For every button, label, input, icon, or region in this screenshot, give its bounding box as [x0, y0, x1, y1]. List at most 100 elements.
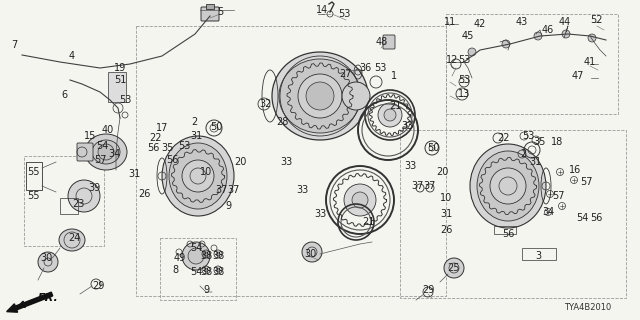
Text: 41: 41	[584, 57, 596, 67]
Text: 2: 2	[520, 149, 526, 159]
Text: 22: 22	[498, 133, 510, 143]
Text: 31: 31	[128, 169, 140, 179]
Bar	[136, 26, 446, 296]
FancyBboxPatch shape	[108, 72, 126, 102]
Text: 4: 4	[69, 51, 75, 61]
Text: 5: 5	[217, 7, 223, 17]
FancyBboxPatch shape	[206, 4, 214, 9]
Text: 2: 2	[191, 117, 197, 127]
Text: 20: 20	[436, 167, 448, 177]
Text: 53: 53	[458, 75, 470, 85]
FancyArrow shape	[6, 292, 52, 312]
Text: 39: 39	[88, 183, 100, 193]
Text: 42: 42	[474, 19, 486, 29]
Ellipse shape	[169, 143, 227, 209]
Text: 56: 56	[502, 229, 514, 239]
Circle shape	[384, 109, 396, 121]
Text: 45: 45	[462, 31, 474, 41]
Text: 50: 50	[210, 122, 222, 132]
Text: 56: 56	[590, 213, 602, 223]
Text: 21: 21	[362, 217, 374, 227]
Ellipse shape	[342, 82, 370, 110]
Text: 28: 28	[276, 117, 288, 127]
Circle shape	[204, 268, 208, 272]
Text: 33: 33	[280, 157, 292, 167]
Text: 13: 13	[458, 89, 470, 99]
Text: 11: 11	[444, 17, 456, 27]
Text: 54: 54	[576, 213, 588, 223]
Bar	[494, 226, 516, 234]
Bar	[522, 248, 556, 260]
Text: 7: 7	[11, 40, 17, 50]
Text: 21: 21	[389, 101, 401, 111]
Text: 57: 57	[580, 177, 592, 187]
Ellipse shape	[92, 140, 120, 164]
Text: 6: 6	[61, 90, 67, 100]
Circle shape	[378, 103, 402, 127]
Bar	[26, 162, 42, 190]
Text: 27: 27	[339, 69, 351, 79]
Text: 33: 33	[401, 121, 413, 131]
Circle shape	[588, 34, 596, 42]
Circle shape	[188, 248, 204, 264]
FancyBboxPatch shape	[383, 35, 395, 49]
Text: TYA4B2010: TYA4B2010	[564, 303, 611, 313]
Circle shape	[298, 74, 342, 118]
Text: 23: 23	[72, 199, 84, 209]
Ellipse shape	[59, 229, 85, 251]
Text: 38: 38	[212, 251, 224, 261]
Text: 34: 34	[108, 149, 120, 159]
Text: 3: 3	[535, 251, 541, 261]
Text: 37: 37	[412, 181, 424, 191]
Text: 17: 17	[156, 123, 168, 133]
Circle shape	[216, 252, 220, 256]
Text: 37: 37	[228, 185, 240, 195]
Text: 15: 15	[84, 131, 96, 141]
Text: 38: 38	[212, 267, 224, 277]
Circle shape	[98, 144, 114, 160]
Text: 31: 31	[440, 209, 452, 219]
Text: 14: 14	[316, 5, 328, 15]
Text: 44: 44	[559, 17, 571, 27]
Circle shape	[306, 82, 334, 110]
Text: 53: 53	[178, 141, 190, 151]
Text: 38: 38	[200, 251, 212, 261]
Text: 12: 12	[446, 55, 458, 65]
FancyBboxPatch shape	[201, 7, 219, 21]
Text: 43: 43	[516, 17, 528, 27]
Text: 31: 31	[190, 131, 202, 141]
Circle shape	[216, 268, 220, 272]
Ellipse shape	[85, 134, 127, 170]
Text: 47: 47	[572, 71, 584, 81]
Ellipse shape	[470, 144, 546, 228]
Ellipse shape	[272, 52, 368, 140]
Text: 56: 56	[166, 155, 178, 165]
Text: 33: 33	[404, 161, 416, 171]
Text: 9: 9	[203, 285, 209, 295]
Text: 54: 54	[190, 243, 202, 253]
Text: 53: 53	[119, 95, 131, 105]
Text: 56: 56	[147, 143, 159, 153]
Text: 57: 57	[552, 191, 564, 201]
Circle shape	[444, 258, 464, 278]
Text: 55: 55	[27, 167, 39, 177]
Ellipse shape	[477, 151, 539, 221]
Ellipse shape	[162, 136, 234, 216]
FancyBboxPatch shape	[77, 143, 93, 161]
Bar	[160, 238, 236, 300]
Text: 49: 49	[174, 253, 186, 263]
Text: 57: 57	[93, 155, 106, 165]
Text: 37: 37	[424, 181, 436, 191]
Text: 54: 54	[96, 141, 108, 151]
Circle shape	[490, 168, 526, 204]
Circle shape	[352, 192, 368, 208]
Circle shape	[38, 252, 58, 272]
Text: 29: 29	[92, 281, 104, 291]
Text: 40: 40	[102, 125, 114, 135]
Text: 10: 10	[200, 167, 212, 177]
Circle shape	[468, 48, 476, 56]
Circle shape	[204, 252, 208, 256]
Text: 8: 8	[172, 265, 178, 275]
Text: 36: 36	[359, 63, 371, 73]
Circle shape	[68, 180, 100, 212]
